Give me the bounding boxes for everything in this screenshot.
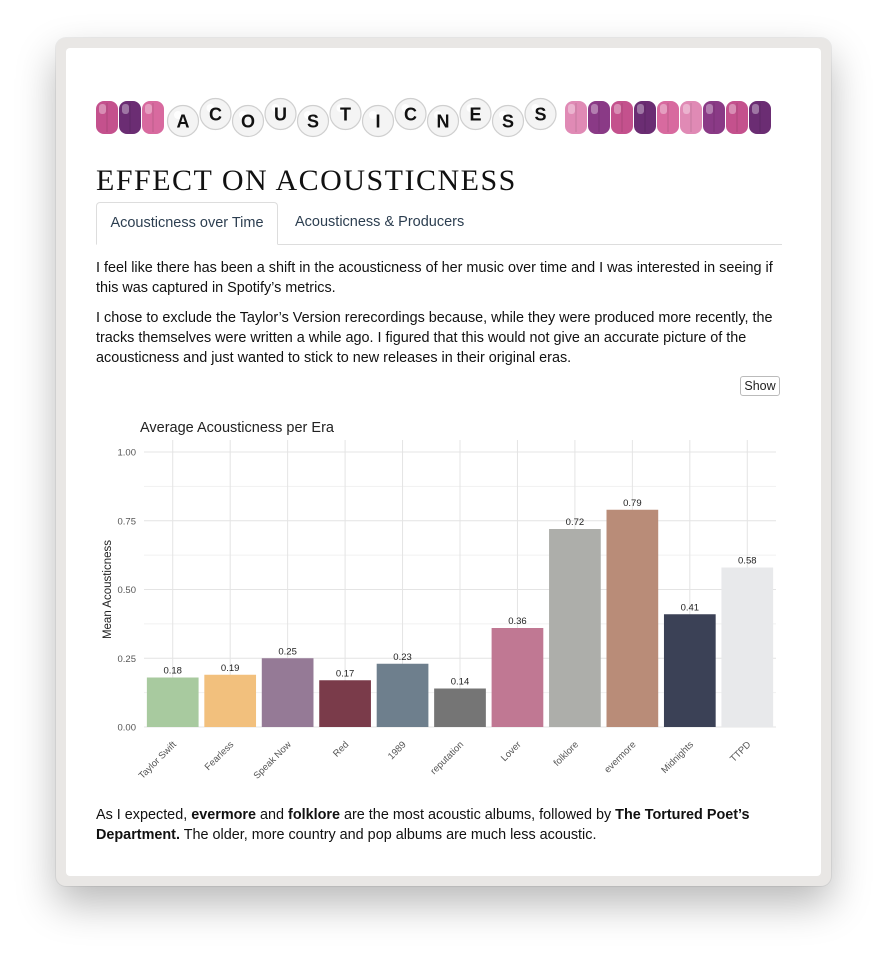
x-tick-label: TTPD bbox=[728, 739, 753, 764]
banner-letter: I bbox=[375, 112, 380, 132]
conclusion-text-1: As I expected, bbox=[96, 807, 192, 823]
bar-value-label: 0.18 bbox=[163, 666, 182, 677]
banner-letter: A bbox=[177, 112, 190, 132]
banner-letter: T bbox=[340, 105, 351, 125]
bar-value-label: 0.14 bbox=[451, 677, 470, 688]
x-tick-label: 1989 bbox=[386, 739, 409, 762]
banner-letter: U bbox=[274, 105, 287, 125]
x-tick-label: Taylor Swift bbox=[137, 739, 179, 781]
evermore-emphasis: evermore bbox=[191, 807, 257, 823]
bar-evermore bbox=[606, 509, 659, 727]
banner-letter: S bbox=[534, 105, 546, 125]
y-axis-label: Mean Acousticness bbox=[102, 540, 114, 639]
ttpd-emphasis: The Tortured Poet’s Department. bbox=[96, 807, 750, 843]
conclusion-paragraph: As I expected, evermore and folklore are… bbox=[96, 805, 776, 845]
banner-letter: C bbox=[209, 105, 222, 125]
bar-lover bbox=[491, 628, 544, 727]
acousticness-bar-chart: Average Acousticness per Era 0.00 0.25 0.50… bbox=[102, 420, 776, 781]
left-bead-0 bbox=[96, 101, 118, 134]
y-tick-label: 0.00 bbox=[118, 723, 137, 734]
bar-ttpd bbox=[721, 567, 774, 727]
method-paragraph: I chose to exclude the Taylor’s Version … bbox=[96, 310, 773, 366]
bar-folklore bbox=[549, 529, 601, 727]
letter-bead: I bbox=[361, 104, 395, 138]
y-tick-label: 0.50 bbox=[118, 585, 137, 596]
x-tick-label: folklore bbox=[552, 739, 581, 768]
letter-bead: C bbox=[199, 97, 232, 131]
left-bead-1 bbox=[119, 101, 141, 134]
bar-red bbox=[319, 680, 371, 727]
left-bead-2 bbox=[142, 101, 164, 134]
x-tick-label: Lover bbox=[499, 739, 524, 764]
right-bead-6 bbox=[703, 101, 725, 134]
folklore-emphasis: folklore bbox=[288, 807, 341, 823]
bar-value-label: 0.41 bbox=[681, 602, 700, 613]
letter-bead: T bbox=[329, 97, 362, 131]
bar-value-label: 0.19 bbox=[221, 663, 240, 674]
letter-bead: S bbox=[296, 104, 330, 138]
x-tick-label: Red bbox=[331, 739, 351, 759]
conclusion-text-2: and bbox=[256, 807, 289, 823]
bar-speak-now bbox=[261, 658, 314, 727]
y-tick-label: 0.25 bbox=[118, 654, 137, 665]
page-title: EFFECT ON ACOUSTICNESS bbox=[96, 164, 517, 197]
right-bead-5 bbox=[680, 101, 702, 134]
bar-value-label: 0.17 bbox=[336, 668, 355, 679]
bar-value-label: 0.58 bbox=[738, 556, 757, 567]
banner-letter: E bbox=[469, 105, 481, 125]
banner-letter: S bbox=[502, 112, 514, 132]
bar-1989 bbox=[376, 663, 429, 727]
conclusion-text-4: The older, more country and pop albums a… bbox=[179, 827, 597, 843]
right-bead-8 bbox=[749, 101, 771, 134]
bar-value-label: 0.36 bbox=[508, 616, 527, 627]
letter-bead: O bbox=[231, 104, 265, 138]
x-tick-label: reputation bbox=[428, 739, 466, 777]
tab-bar: Acousticness over Time Acousticness & Pr… bbox=[96, 202, 782, 245]
letter-bead: C bbox=[394, 97, 427, 131]
bar-value-label: 0.23 bbox=[393, 652, 412, 663]
conclusion-text-3: are the most acoustic albums, followed b… bbox=[340, 807, 616, 823]
y-tick-label: 1.00 bbox=[118, 448, 137, 459]
banner-letter: C bbox=[404, 105, 417, 125]
bar-midnights bbox=[663, 614, 716, 727]
bar-value-label: 0.25 bbox=[278, 646, 297, 657]
banner-letter: N bbox=[437, 112, 450, 132]
x-tick-label: evermore bbox=[602, 739, 638, 775]
bar-reputation bbox=[434, 688, 486, 727]
letter-bead: S bbox=[524, 97, 557, 131]
x-tick-label: Fearless bbox=[203, 739, 237, 773]
bar-value-label: 0.72 bbox=[566, 517, 585, 528]
letter-bead: N bbox=[426, 104, 460, 138]
letter-bead: E bbox=[459, 97, 492, 131]
right-bead-4 bbox=[657, 101, 679, 134]
bar-taylor-swift bbox=[146, 677, 199, 727]
letter-bead: S bbox=[491, 104, 525, 138]
right-bead-3 bbox=[634, 101, 656, 134]
show-code-button[interactable]: Show bbox=[740, 376, 780, 396]
bar-value-label: 0.79 bbox=[623, 498, 642, 509]
right-bead-1 bbox=[588, 101, 610, 134]
tab-acousticness-over-time[interactable]: Acousticness over Time bbox=[96, 202, 278, 245]
x-tick-label: Midnights bbox=[659, 739, 696, 776]
right-bead-2 bbox=[611, 101, 633, 134]
banner-letter: O bbox=[241, 112, 255, 132]
banner-letter: S bbox=[307, 112, 319, 132]
intro-paragraph: I feel like there has been a shift in th… bbox=[96, 260, 773, 296]
y-tick-label: 0.75 bbox=[118, 516, 137, 527]
bar-fearless bbox=[204, 674, 257, 727]
tab-acousticness-producers[interactable]: Acousticness & Producers bbox=[295, 214, 465, 230]
letter-bead: A bbox=[166, 104, 200, 138]
x-tick-label: Speak Now bbox=[252, 739, 294, 781]
letter-bead: U bbox=[264, 97, 297, 131]
right-bead-7 bbox=[726, 101, 748, 134]
right-bead-0 bbox=[565, 101, 587, 134]
chart-title: Average Acousticness per Era bbox=[140, 420, 335, 436]
